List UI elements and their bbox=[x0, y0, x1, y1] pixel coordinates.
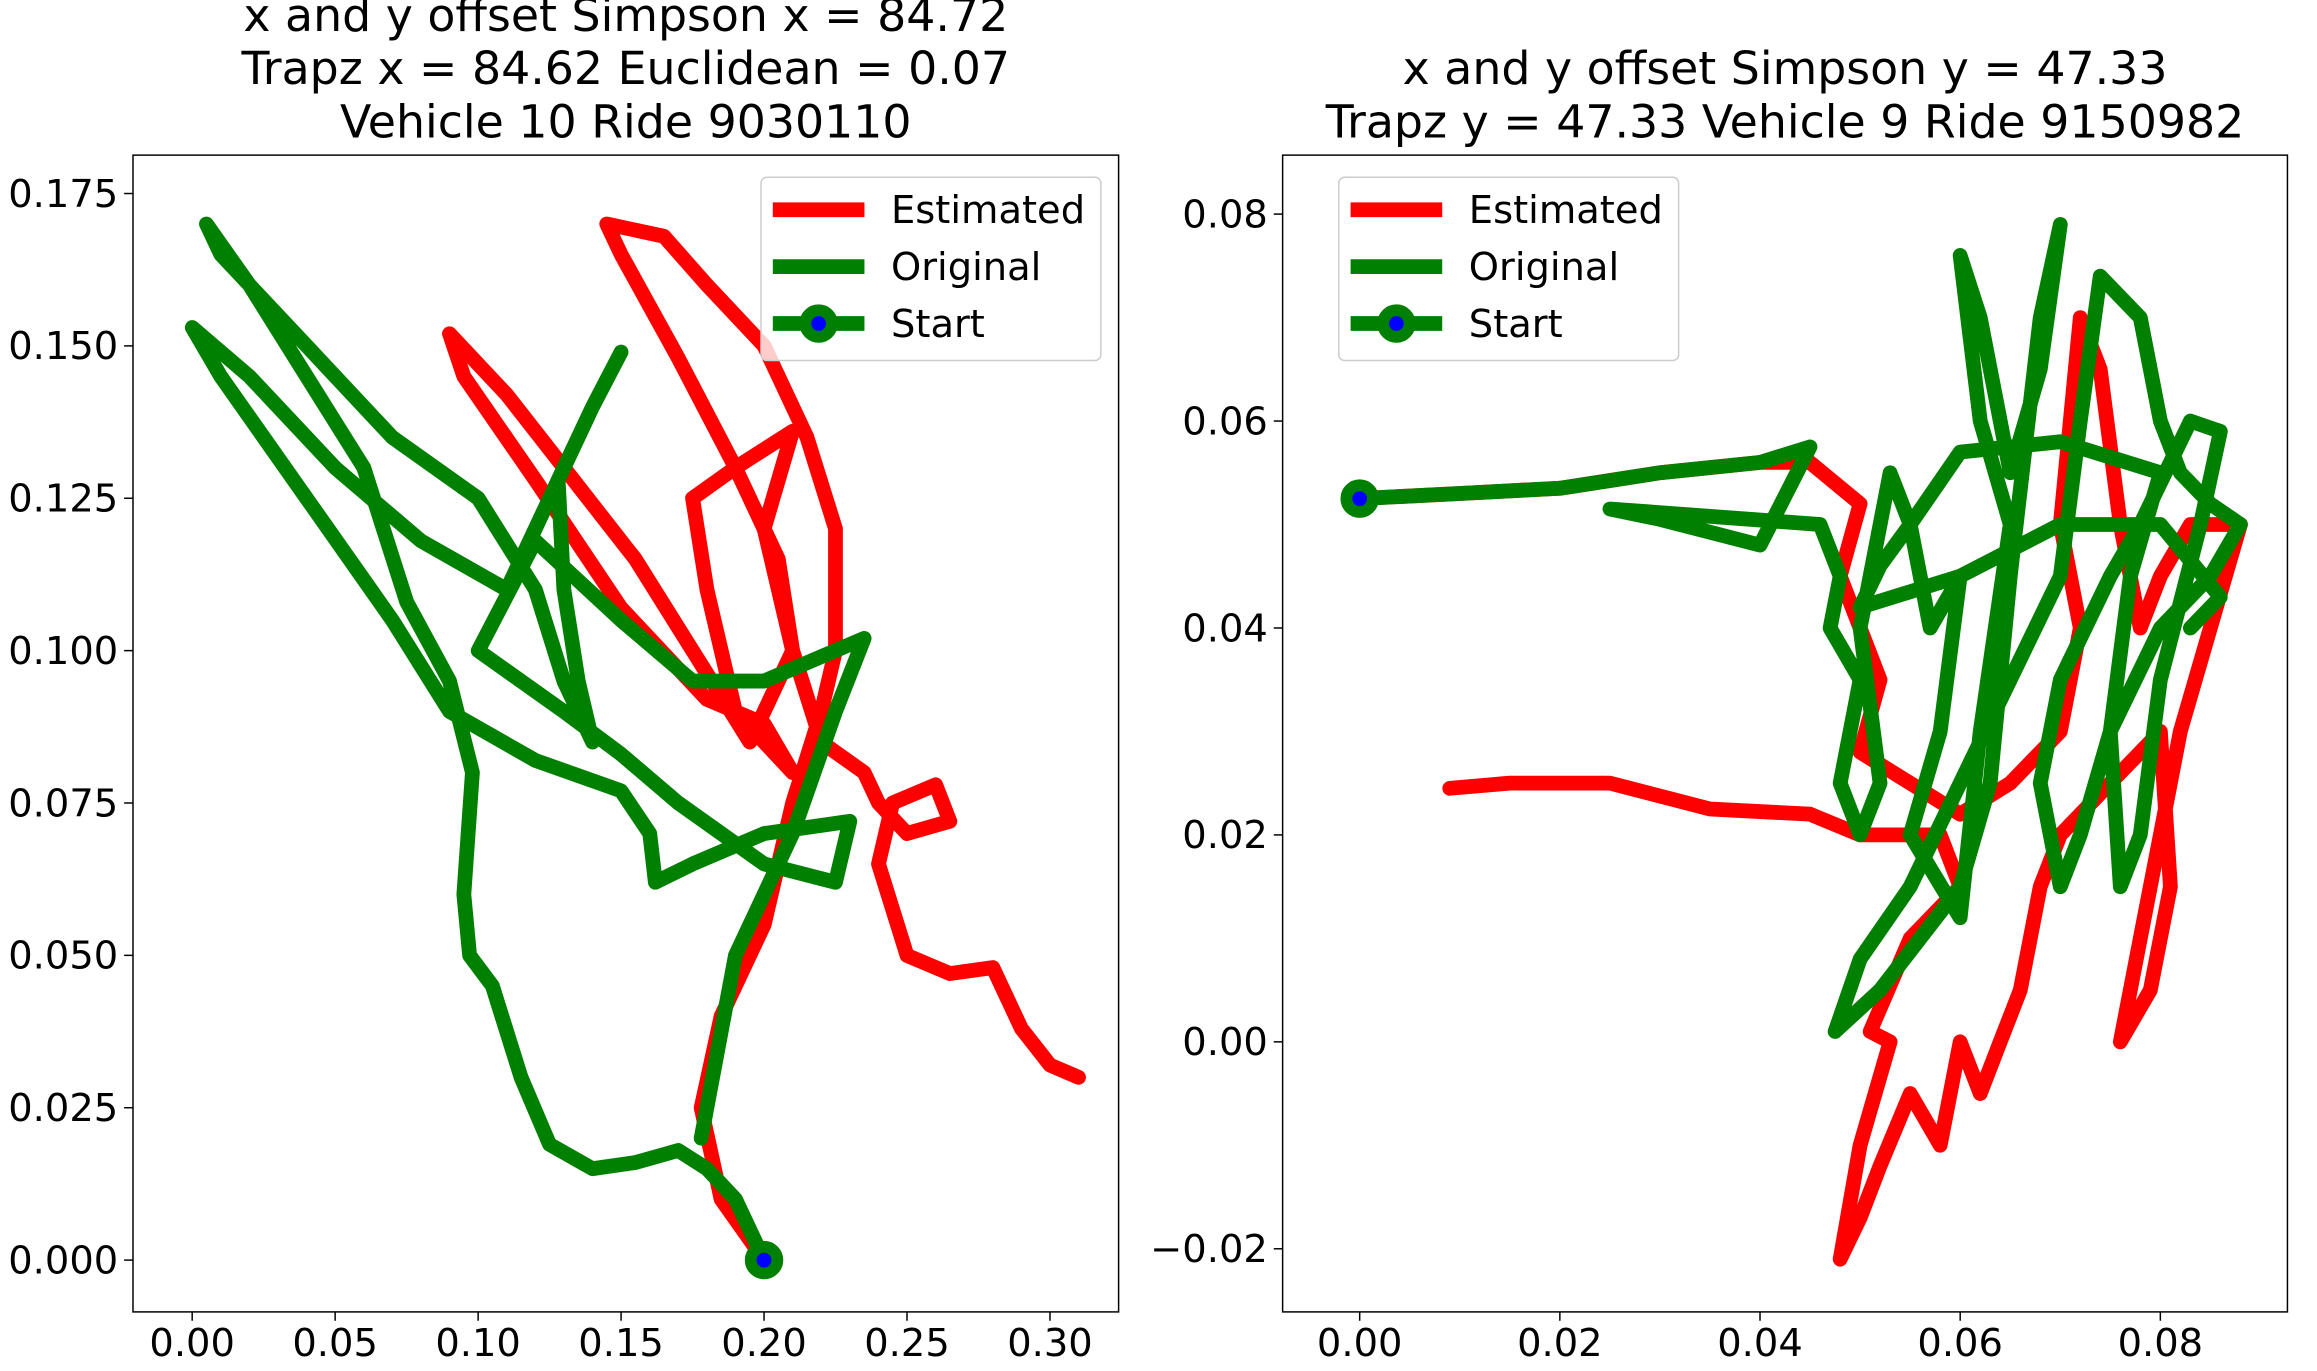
trajectory-line bbox=[184, 216, 872, 1268]
x-tick-label: 0.02 bbox=[1517, 1321, 1603, 1366]
chart-title: Vehicle 10 Ride 9030110 bbox=[340, 94, 912, 148]
x-tick-label: 0.20 bbox=[721, 1321, 807, 1366]
y-tick-label: −0.02 bbox=[1150, 1227, 1268, 1272]
legend-label: Estimated bbox=[891, 188, 1085, 233]
chart-title: Trapz x = 84.62 Euclidean = 0.07 bbox=[241, 41, 1011, 95]
y-tick-label: 0.000 bbox=[8, 1238, 118, 1283]
trajectory-line bbox=[1352, 217, 2248, 1039]
legend-box bbox=[760, 176, 1102, 362]
y-tick-label: 0.025 bbox=[8, 1086, 118, 1131]
y-tick-label: 0.150 bbox=[8, 324, 118, 369]
x-tick-label: 0.25 bbox=[864, 1321, 950, 1366]
legend-box bbox=[1338, 176, 1680, 362]
y-tick-label: 0.050 bbox=[8, 934, 118, 979]
trajectory-line bbox=[442, 216, 1086, 1268]
legend-marker bbox=[1377, 304, 1416, 343]
axes-frame bbox=[132, 154, 1120, 1313]
x-tick-label: 0.00 bbox=[149, 1321, 235, 1366]
chart-title: x and y offset Simpson y = 47.33 bbox=[1403, 41, 2168, 95]
legend-label: Start bbox=[1469, 302, 1563, 347]
x-tick-label: 0.10 bbox=[435, 1321, 521, 1366]
legend-label: Original bbox=[1469, 245, 1619, 290]
y-tick-label: 0.00 bbox=[1182, 1020, 1268, 1065]
start-marker bbox=[744, 1240, 784, 1280]
y-tick-label: 0.08 bbox=[1182, 192, 1268, 237]
axes-frame bbox=[1281, 154, 2289, 1313]
y-tick-label: 0.125 bbox=[8, 477, 118, 522]
plot-area bbox=[1340, 217, 2248, 1267]
y-tick-label: 0.06 bbox=[1182, 399, 1268, 444]
y-tick-label: 0.075 bbox=[8, 781, 118, 826]
x-tick-label: 0.00 bbox=[1317, 1321, 1403, 1366]
trajectory-line bbox=[1352, 310, 2248, 1267]
x-tick-label: 0.04 bbox=[1717, 1321, 1803, 1366]
start-marker bbox=[1340, 479, 1379, 518]
x-tick-label: 0.05 bbox=[292, 1321, 378, 1366]
legend-label: Estimated bbox=[1469, 188, 1663, 233]
y-tick-label: 0.100 bbox=[8, 629, 118, 674]
chart-title: x and y offset Simpson x = 84.72 bbox=[243, 0, 1008, 42]
x-tick-label: 0.30 bbox=[1007, 1321, 1093, 1366]
plot-area bbox=[184, 216, 1086, 1280]
x-tick-label: 0.15 bbox=[578, 1321, 664, 1366]
chart-title: Trapz y = 47.33 Vehicle 9 Ride 9150982 bbox=[1325, 94, 2245, 148]
y-tick-label: 0.04 bbox=[1182, 606, 1268, 651]
x-tick-label: 0.08 bbox=[2118, 1321, 2204, 1366]
x-tick-label: 0.06 bbox=[1917, 1321, 2003, 1366]
legend-label: Original bbox=[891, 245, 1041, 290]
legend-label: Start bbox=[891, 302, 985, 347]
y-tick-label: 0.175 bbox=[8, 172, 118, 217]
y-tick-label: 0.02 bbox=[1182, 813, 1268, 858]
legend-marker bbox=[799, 304, 838, 343]
